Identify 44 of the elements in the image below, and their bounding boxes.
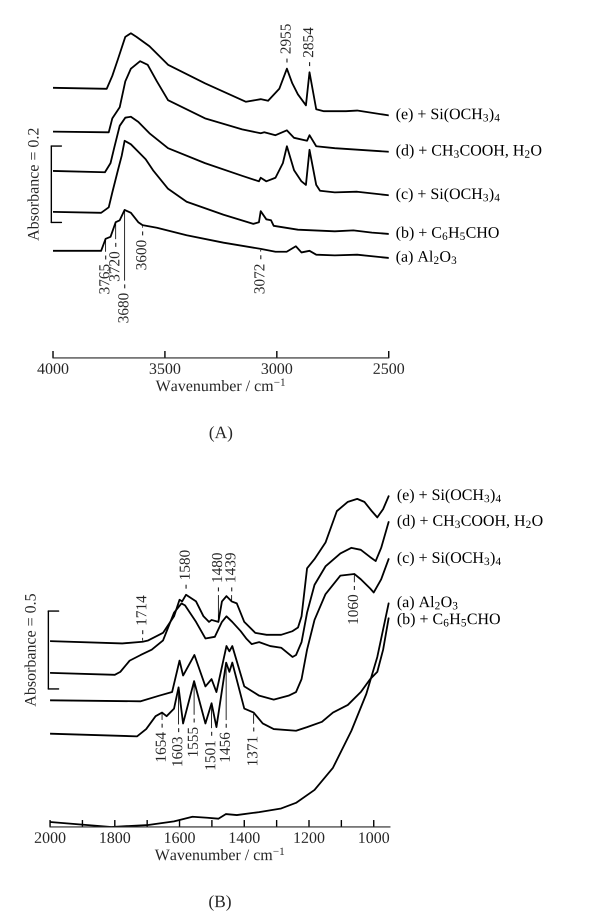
annotation: 1654 -	[156, 724, 166, 762]
series-label: (e) + Si(OCH$_{3}$)$_{4}$	[398, 488, 501, 504]
annotation: 1501 -	[205, 732, 216, 770]
x-tick-label: 1000	[359, 832, 390, 844]
y-axis-title: Absorbance = 0.5	[24, 594, 36, 706]
annotation: 1371 -	[247, 728, 258, 766]
annotation: 3680 -	[118, 284, 128, 323]
series-label: (b) + C$_{6}$H$_{5}$CHO	[396, 226, 499, 242]
annotation: - 2854	[303, 27, 314, 66]
series-label: (d) + CH$_{3}$COOH, H$_{2}$O	[398, 514, 542, 530]
annotation: 1555 -	[188, 718, 198, 756]
annotation: 1603 -	[172, 728, 182, 766]
annotation: 1456 -	[220, 724, 230, 762]
series-label: (a) Al$_{2}$O$_{3}$	[398, 596, 458, 611]
annotation: - 2955	[280, 24, 291, 63]
x-tick-label: 1400	[230, 832, 260, 844]
annotation: 3072 -	[254, 255, 265, 294]
x-axis-title: Wavenumber / cm$^{−1}$	[154, 848, 284, 860]
x-tick-label: 3500	[150, 363, 180, 374]
annotation: 1060 -	[348, 586, 358, 624]
annotation: 3765 -	[99, 256, 110, 294]
series-label: (e) + Si(OCH$_{3}$)$_{4}$	[396, 108, 500, 123]
x-tick-label: 3000	[262, 363, 292, 374]
series-label: (c) + Si(OCH$_{3}$)$_{4}$	[398, 552, 501, 566]
annotation: 3720 -	[109, 242, 120, 282]
x-tick-label: 2500	[373, 363, 404, 374]
text: (B)	[209, 895, 231, 911]
annotation: - 1580	[180, 550, 190, 589]
text: (A)	[210, 426, 232, 442]
series-label: (d) + CH$_{3}$COOH, H$_{2}$O	[396, 144, 542, 159]
y-axis-title: Absorbance = 0.2	[27, 128, 39, 241]
series-label: (a) Al$_{2}$O$_{3}$	[396, 250, 456, 266]
annotation: 3600 -	[136, 231, 146, 270]
x-tick-label: 2000	[34, 832, 66, 844]
series-label: (c) + Si(OCH$_{3}$)$_{4}$	[396, 188, 500, 202]
series-label: (b) + C$_{6}$H$_{5}$CHO	[398, 613, 500, 628]
x-tick-label: 1600	[164, 832, 195, 844]
x-axis-title: Wavenumber / cm$^{−1}$	[156, 378, 285, 392]
x-tick-label: 1200	[294, 832, 324, 844]
x-tick-label: 1800	[100, 832, 130, 844]
x-tick-label: 4000	[37, 363, 68, 374]
annotation: - 1439	[225, 553, 236, 592]
annotation: - 1480	[212, 553, 222, 592]
annotation: - 1714	[136, 596, 146, 634]
